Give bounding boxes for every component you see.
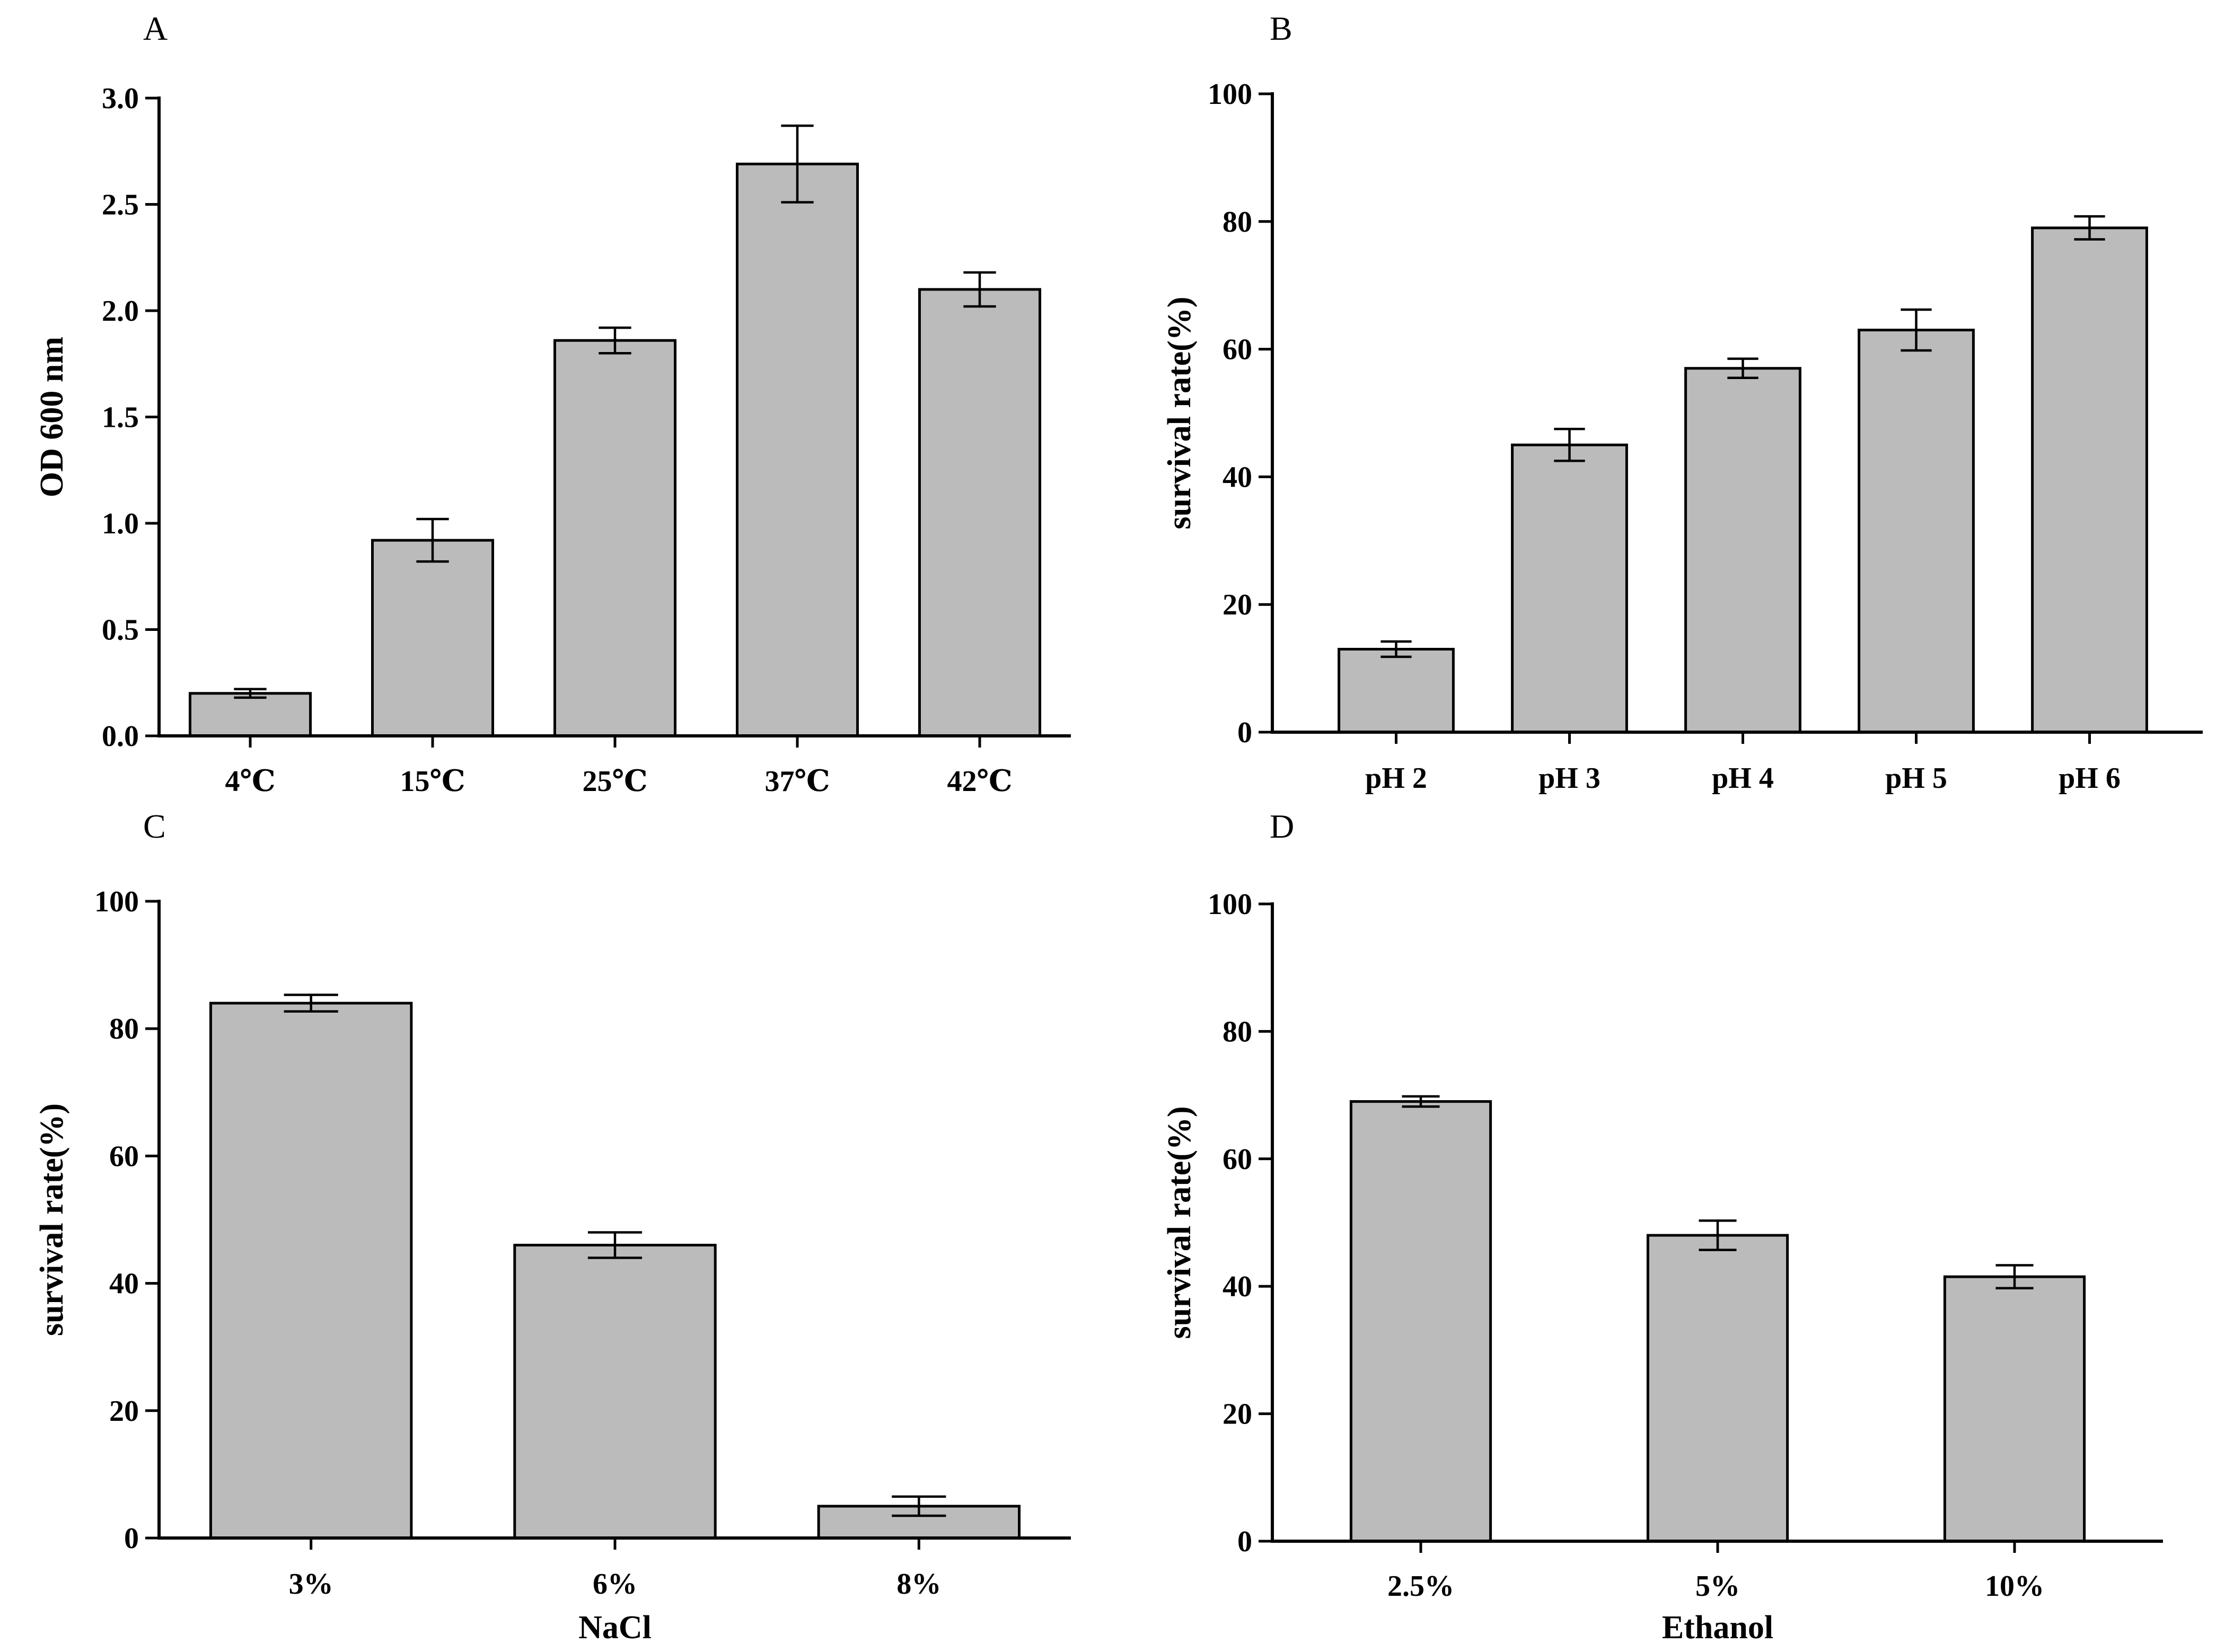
- y-tick-label-a-3: 1.5: [102, 401, 139, 434]
- y-tick-label-c-5: 100: [94, 885, 139, 918]
- x-tick-label-a-0: 4℃: [225, 765, 275, 798]
- x-tick-label-b-1: pH 3: [1538, 762, 1601, 795]
- bar-b-0: [1338, 647, 1455, 734]
- bar-c-0: [209, 1001, 413, 1540]
- y-tick-label-b-4: 80: [1223, 206, 1252, 239]
- panel-letter-a: A: [143, 10, 168, 47]
- y-tick-label-b-3: 60: [1223, 333, 1252, 366]
- x-axis-label-c: NaCl: [578, 1610, 652, 1646]
- bar-a-2: [553, 339, 677, 737]
- y-tick-label-b-1: 20: [1223, 588, 1252, 621]
- y-tick-label-d-4: 80: [1223, 1015, 1252, 1048]
- x-tick-label-d-1: 5%: [1695, 1570, 1740, 1603]
- y-tick-label-d-3: 60: [1223, 1143, 1252, 1176]
- bar-a-4: [918, 288, 1042, 737]
- bar-b-3: [1858, 328, 1975, 734]
- y-tick-label-b-0: 0: [1237, 716, 1252, 749]
- x-tick-label-a-1: 15℃: [400, 765, 465, 798]
- bar-b-1: [1511, 443, 1628, 734]
- bar-a-3: [735, 162, 859, 737]
- y-tick-label-c-2: 40: [109, 1268, 139, 1300]
- y-tick-label-c-0: 0: [124, 1522, 139, 1555]
- y-axis-label-b: survival rate(%): [1162, 296, 1198, 529]
- bar-c-1: [513, 1244, 717, 1540]
- x-tick-label-b-0: pH 2: [1365, 762, 1427, 795]
- bar-d-1: [1646, 1234, 1789, 1543]
- y-axis-label-c: survival rate(%): [34, 1103, 70, 1336]
- bar-a-1: [371, 539, 495, 737]
- y-tick-label-a-4: 2.0: [102, 295, 139, 328]
- x-tick-label-a-2: 25℃: [582, 765, 647, 798]
- y-tick-label-b-5: 100: [1208, 78, 1252, 111]
- y-tick-label-b-2: 40: [1223, 461, 1252, 494]
- bar-b-2: [1684, 367, 1801, 734]
- y-tick-label-d-1: 20: [1223, 1398, 1252, 1431]
- y-axis-label-d: survival rate(%): [1162, 1106, 1198, 1339]
- y-tick-label-a-1: 0.5: [102, 614, 139, 647]
- bar-d-0: [1349, 1100, 1492, 1543]
- x-tick-label-c-0: 3%: [289, 1568, 333, 1601]
- x-tick-label-b-4: pH 6: [2059, 762, 2121, 795]
- bar-b-4: [2031, 226, 2148, 734]
- x-tick-label-a-3: 37℃: [764, 765, 830, 798]
- y-tick-label-c-1: 20: [109, 1395, 139, 1428]
- x-tick-label-a-4: 42℃: [947, 765, 1012, 798]
- y-tick-label-c-3: 60: [109, 1140, 139, 1173]
- y-tick-label-d-0: 0: [1237, 1525, 1252, 1558]
- y-tick-label-a-2: 1.0: [102, 507, 139, 540]
- x-tick-label-d-2: 10%: [1985, 1570, 2044, 1603]
- x-axis-label-d: Ethanol: [1662, 1610, 1773, 1646]
- x-tick-label-c-2: 8%: [896, 1568, 941, 1601]
- panel-letter-b: B: [1270, 10, 1292, 47]
- x-tick-label-b-3: pH 5: [1885, 762, 1947, 795]
- y-tick-label-a-5: 2.5: [102, 189, 139, 222]
- y-tick-label-a-6: 3.0: [102, 82, 139, 115]
- y-tick-label-d-5: 100: [1208, 888, 1252, 921]
- x-tick-label-b-2: pH 4: [1712, 762, 1774, 795]
- y-tick-label-a-0: 0.0: [102, 720, 139, 753]
- panel-letter-c: C: [143, 807, 166, 845]
- y-axis-label-a: OD 600 nm: [34, 337, 70, 497]
- x-tick-label-c-1: 6%: [593, 1568, 637, 1601]
- y-tick-label-d-2: 40: [1223, 1270, 1252, 1303]
- bar-d-2: [1943, 1275, 2086, 1543]
- bar-a-0: [188, 692, 312, 737]
- x-tick-label-d-0: 2.5%: [1387, 1570, 1454, 1603]
- panel-letter-d: D: [1270, 807, 1294, 845]
- y-tick-label-c-4: 80: [109, 1013, 139, 1045]
